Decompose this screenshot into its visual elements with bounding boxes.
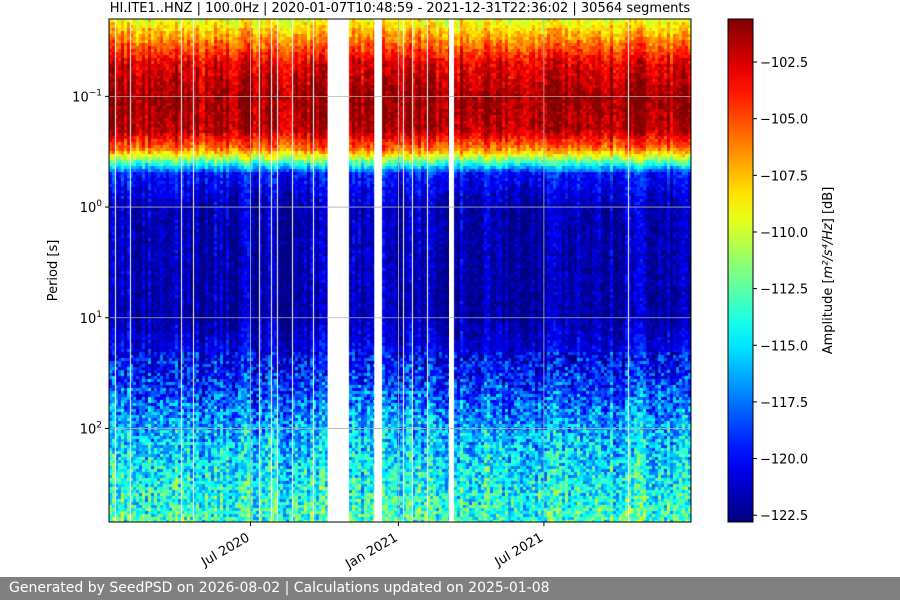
- data-gap-0: [327, 19, 347, 522]
- chart-title: HI.ITE1..HNZ | 100.0Hz | 2020-01-07T10:4…: [110, 1, 691, 16]
- y-tick-label-1: 100: [80, 199, 103, 216]
- colorbar-tick-label-6: −117.5: [760, 396, 808, 411]
- footer-text: Generated by SeedPSD on 2026-08-02 | Cal…: [9, 580, 550, 596]
- colorbar-tick-label-3: −110.0: [760, 226, 808, 241]
- data-gap-2: [449, 19, 454, 522]
- x-tick-label-0: Jul 2020: [198, 530, 252, 570]
- y-axis-label: Period [s]: [46, 240, 61, 302]
- colorbar-tick-label-2: −107.5: [760, 169, 808, 184]
- colorbar-tick-label-4: −112.5: [760, 283, 808, 298]
- colorbar-tick-label-8: −122.5: [760, 509, 808, 524]
- colorbar-label: Amplitude [m²/s⁴/Hz] [dB]: [821, 187, 836, 355]
- plot-frame: [108, 18, 692, 523]
- footer-bar: Generated by SeedPSD on 2026-08-02 | Cal…: [0, 577, 900, 600]
- colorbar-tick-label-7: −120.0: [760, 453, 808, 468]
- plot-area: [109, 19, 691, 522]
- psd-spectrogram-chart: 10−1 100 101 102 Period [s] Jul 2020 Jan 2021 J…: [46, 1, 836, 573]
- y-tick-label-2: 101: [80, 310, 102, 327]
- x-tick-label-2: Jul 2021: [492, 530, 546, 570]
- colorbar-tick-label-1: −105.0: [760, 113, 808, 128]
- y-tick-label-0: 10−1: [72, 88, 102, 105]
- colorbar-tick-label-5: −115.0: [760, 339, 808, 354]
- x-tick-label-1: Jan 2021: [342, 530, 400, 572]
- data-gap-1: [374, 19, 380, 522]
- spectrogram-image: [109, 19, 691, 522]
- colorbar-tick-label-0: −102.5: [760, 56, 808, 71]
- colorbar-bar: [727, 18, 754, 523]
- colorbar: −102.5 −105.0 −107.5 −110.0 −112.5 −115.0 −117…: [727, 18, 836, 524]
- y-tick-label-3: 102: [80, 420, 102, 437]
